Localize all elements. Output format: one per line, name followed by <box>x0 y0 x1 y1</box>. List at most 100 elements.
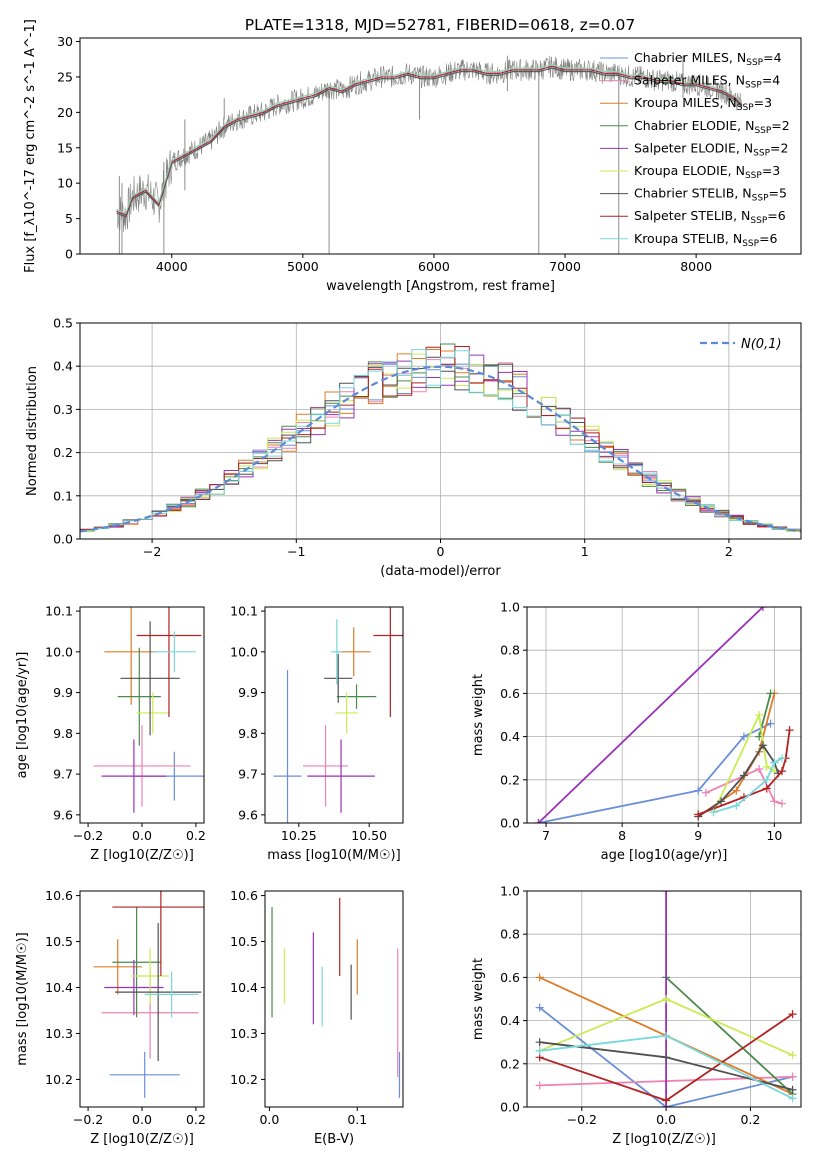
series-marker <box>788 1072 797 1081</box>
legend-label: Kroupa STELIB, NSSP=6 <box>634 231 778 249</box>
series-marker <box>777 799 786 808</box>
series-marker <box>694 786 703 795</box>
y-tick-label: 10.4 <box>230 980 258 995</box>
x-tick-label: 9 <box>694 828 702 843</box>
axes-frame <box>526 890 802 1108</box>
x-tick-label: 0.2 <box>186 828 206 843</box>
weight-vs-Z-plot-area <box>535 891 797 1107</box>
panels: 4000 5000 6000 7000 8000051015202530waveleng… <box>15 19 802 1147</box>
y-tick-label: 10.5 <box>230 934 258 949</box>
legend-subscript: SSP <box>737 103 754 113</box>
series-marker <box>766 689 775 698</box>
mass-vs-ebv-plot-area <box>271 897 401 1098</box>
axes-frame <box>264 890 404 1108</box>
y-tick-label: 9.8 <box>53 726 73 741</box>
x-tick-label: 0.2 <box>740 1112 760 1127</box>
y-tick-label: 0.2 <box>500 1056 520 1071</box>
legend-label: Kroupa MILES, NSSP=3 <box>634 95 772 113</box>
x-tick-label: −0.2 <box>73 1112 103 1127</box>
x-axis-label: mass [log10(M/M☉)] <box>267 848 400 863</box>
x-tick-label: 10.25 <box>281 828 317 843</box>
series-marker <box>758 607 767 611</box>
series-marker <box>762 762 771 771</box>
x-tick-label: 7 <box>542 828 550 843</box>
legend-label: Salpeter STELIB, NSSP=6 <box>634 208 786 226</box>
axes-frame <box>79 890 205 1108</box>
series-marker <box>662 995 671 1003</box>
series-marker <box>770 797 779 806</box>
series-marker <box>766 719 775 728</box>
x-tick-label: 10 <box>766 828 782 843</box>
legend-value: =5 <box>769 186 787 201</box>
x-tick-label: 1 <box>581 544 589 559</box>
x-axis-label: E(B-V) <box>314 1132 354 1147</box>
axes-frame <box>526 606 802 824</box>
model-spectrum-line <box>116 65 743 216</box>
axes-frame <box>79 606 205 824</box>
series-marker <box>777 754 786 763</box>
weight-vs-Z-axes: −0.2 0.0 0.2 0.0 0.2 0.4 0.6 0.8 1.0 Z [log10(Z/Z… <box>471 884 802 1147</box>
x-tick-label: 4000 <box>156 259 188 274</box>
legend-subscript: SSP <box>745 171 762 181</box>
series-line <box>697 693 776 818</box>
y-tick-label: 0.6 <box>500 970 520 985</box>
legend-value: =2 <box>771 118 789 133</box>
y-tick-label: 10.0 <box>45 644 73 659</box>
legend-label: N(0,1) <box>741 337 782 352</box>
x-tick-label: 8 <box>618 828 626 843</box>
series-marker <box>732 801 741 810</box>
x-tick-label: 5000 <box>287 259 319 274</box>
series-marker <box>739 771 748 780</box>
residuals-plot-area <box>80 343 801 533</box>
series-marker <box>535 973 544 982</box>
y-tick-label: 0.2 <box>500 772 520 787</box>
x-tick-label: 0.1 <box>347 1112 367 1127</box>
age-vs-Z-axes: −0.2 0.0 0.2 9.6 9.7 9.8 9.9 10.0 10.1 Z [log10(Z… <box>15 604 206 863</box>
x-tick-label: 10.50 <box>351 828 387 843</box>
y-tick-label: 9.7 <box>238 767 258 782</box>
y-tick-label: 0.4 <box>500 1013 520 1028</box>
legend-label: Salpeter ELODIE, NSSP=2 <box>634 140 788 158</box>
axes-frame <box>79 37 802 255</box>
series-marker <box>788 1010 797 1019</box>
legend-label: Chabrier MILES, NSSP=4 <box>634 50 782 68</box>
legend-value: =3 <box>762 163 780 178</box>
legend-label: Chabrier STELIB, NSSP=5 <box>634 186 787 204</box>
age-vs-Z-plot-area <box>93 607 204 813</box>
y-tick-label: 10.2 <box>45 1072 73 1087</box>
y-tick-label: 20 <box>57 105 73 120</box>
y-tick-label: 0.4 <box>500 729 520 744</box>
x-tick-label: −0.2 <box>73 828 103 843</box>
residuals-axes: −2 −1 0 1 2 0.0 0.1 0.2 0.3 0.4 0.5 (data-model)/er… <box>25 316 802 579</box>
legend-label: Salpeter MILES, NSSP=4 <box>634 73 780 91</box>
histogram-step-line <box>80 349 801 531</box>
series-marker <box>694 810 703 819</box>
y-tick-label: 0.4 <box>53 359 73 374</box>
series-marker <box>762 784 771 793</box>
observed-spectrum-line <box>116 55 742 233</box>
legend-value: =6 <box>767 208 785 223</box>
series-marker <box>788 1051 797 1060</box>
x-tick-label: −1 <box>287 544 305 559</box>
legend-subscript: SSP <box>750 216 767 226</box>
y-tick-label: 10 <box>57 176 73 191</box>
legend-label: Chabrier ELODIE, NSSP=2 <box>634 118 790 136</box>
x-tick-label: 0.2 <box>186 1112 206 1127</box>
spectrum-axes: 4000 5000 6000 7000 8000 0 5 10 15 20 25 30 waveleng… <box>23 19 802 294</box>
series-marker <box>755 765 764 773</box>
x-axis-label: (data-model)/error <box>380 564 501 579</box>
series-marker <box>788 1094 797 1103</box>
x-tick-label: 0.0 <box>259 1112 279 1127</box>
model-spectrum-line <box>116 64 743 214</box>
y-tick-label: 10.5 <box>45 934 73 949</box>
y-tick-label: 5 <box>65 211 73 226</box>
series-marker <box>662 1031 671 1040</box>
x-axis-label: age [log10(age/yr)] <box>601 848 728 863</box>
series-line <box>539 1006 793 1107</box>
series-marker <box>534 819 543 823</box>
legend-subscript: SSP <box>752 194 769 204</box>
x-tick-label: 0.0 <box>132 1112 152 1127</box>
y-axis-label: mass weight <box>471 958 486 1040</box>
series-marker <box>535 1046 544 1055</box>
